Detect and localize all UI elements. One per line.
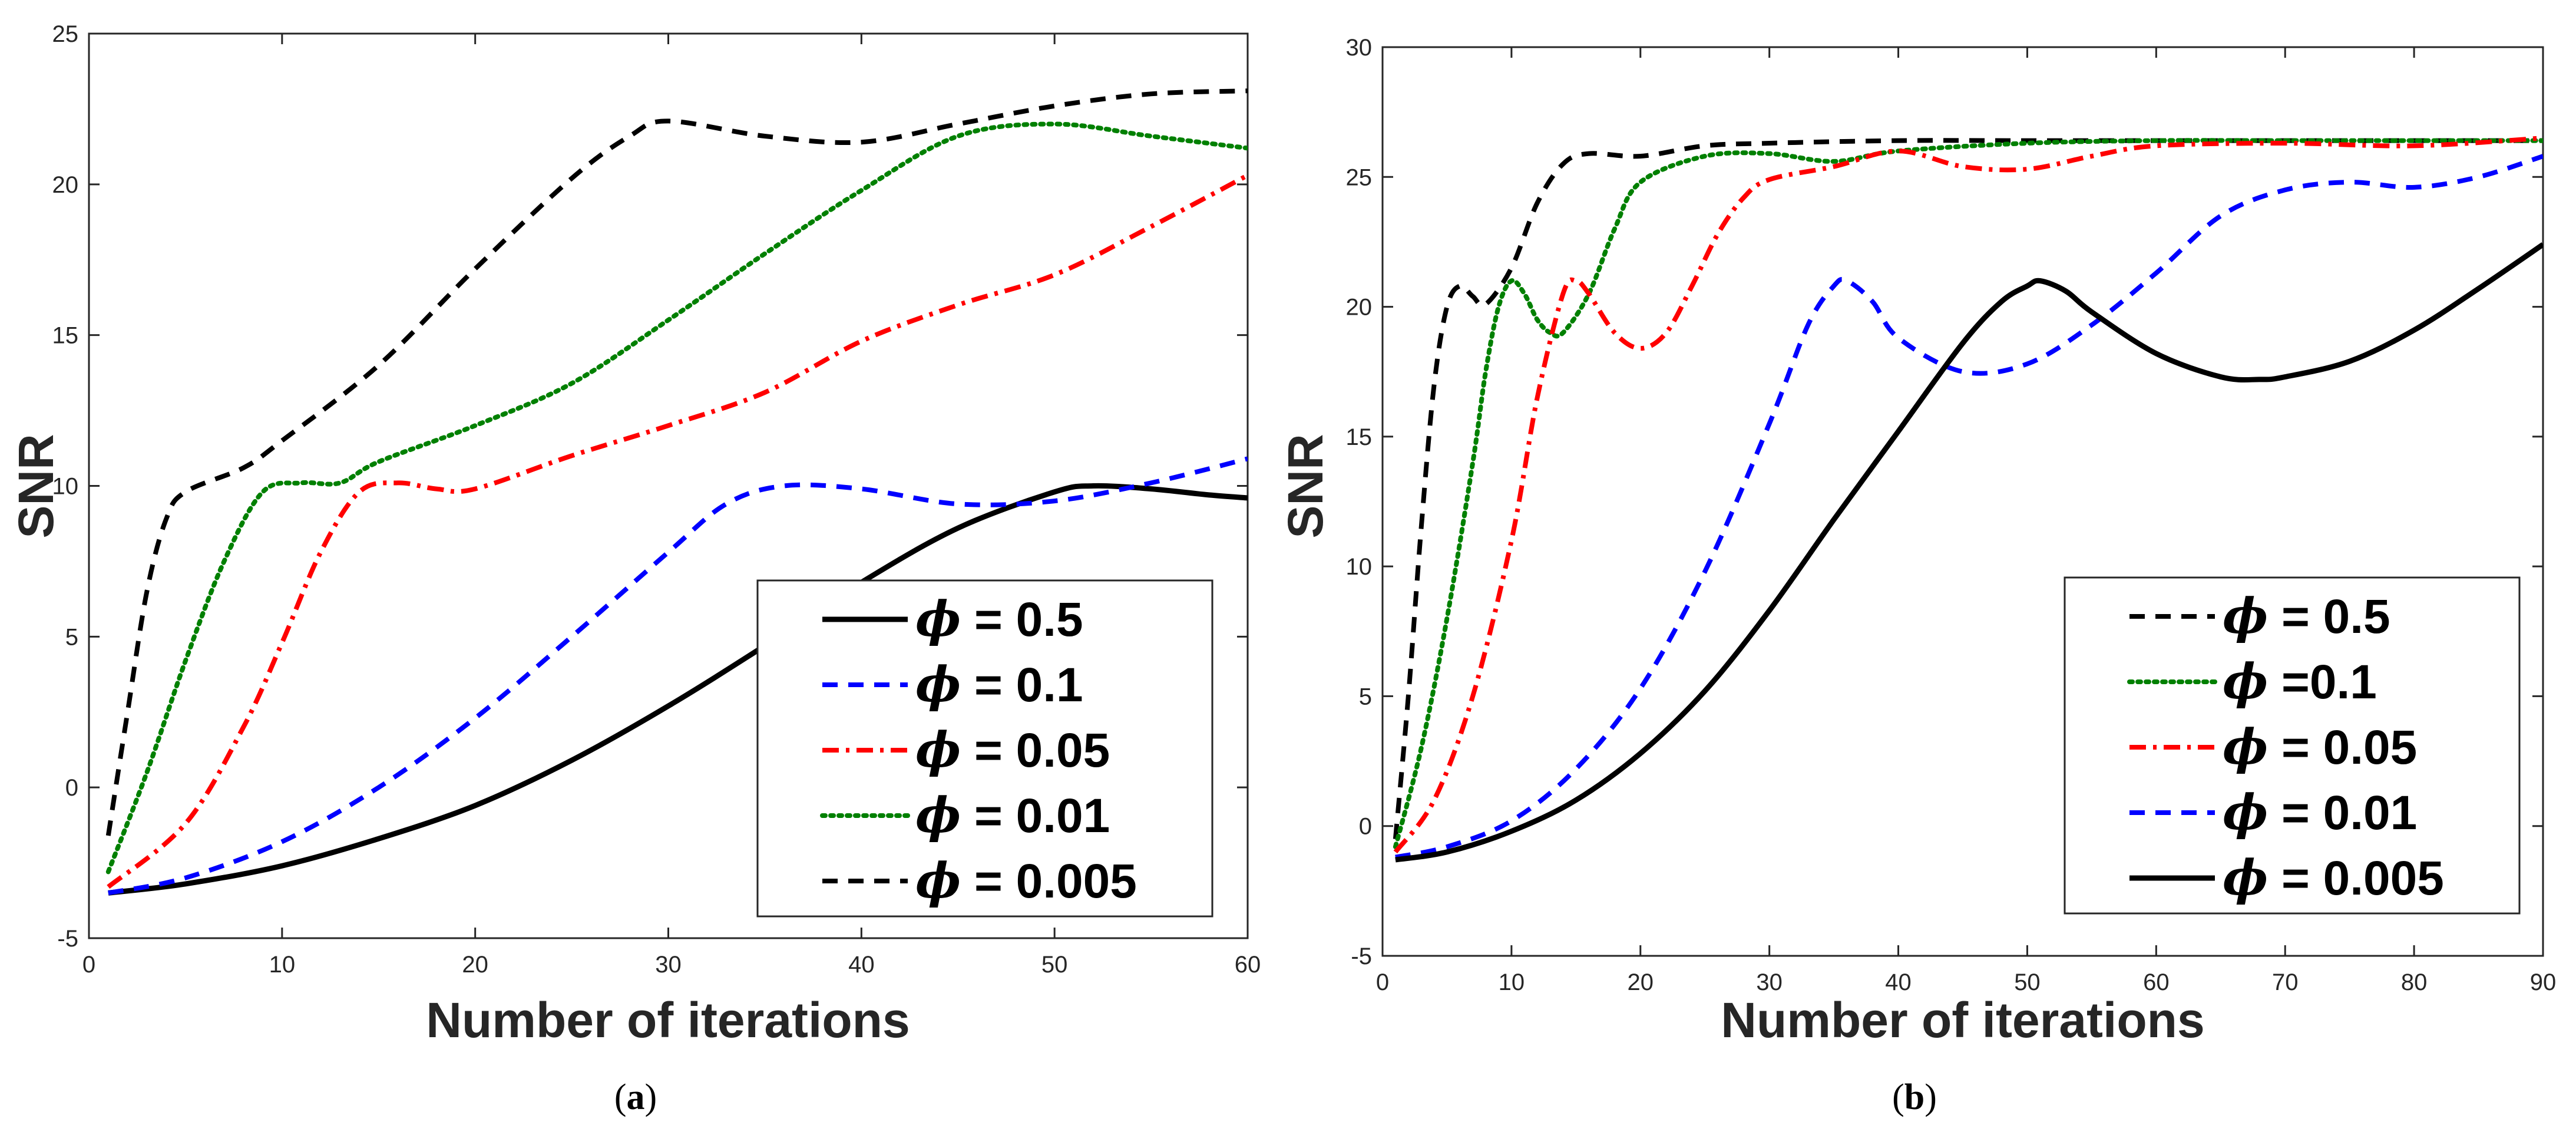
legend-a: ϕ = 0.5 ϕ = 0.1 ϕ = 0.05 ϕ = 0.01 ϕ = 0.005 [756,579,1213,918]
x-tick-label: 10 [269,952,296,978]
legend-label: ϕ = 0.1 [915,656,1083,713]
series-line-4 [105,121,1248,875]
legend-label: ϕ =0.1 [2223,654,2377,710]
x-tick-label: 40 [848,952,875,978]
y-tick-label: 10 [1346,554,1373,580]
legend-entry-3: ϕ = 0.05 [2129,719,2417,776]
legend-entry-5: ϕ = 0.005 [822,853,1137,909]
x-tick-label: 20 [462,952,488,978]
series-group-b [1393,136,2543,863]
series-line-5 [1395,242,2543,863]
x-axis-title-a: Number of iterations [426,992,910,1048]
x-tick-label: 0 [1376,969,1389,995]
y-tick-label: 0 [1359,814,1372,840]
y-tick-label: 10 [52,474,79,500]
y-axis-title-a: SNR [8,434,64,538]
y-tick-label: 25 [52,21,79,47]
y-tick-label: 20 [1346,295,1373,321]
x-tick-label: 10 [1499,969,1525,995]
series-line-2 [1393,138,2543,849]
legend-label: ϕ = 0.01 [915,787,1110,844]
legend-label: ϕ = 0.5 [915,591,1083,648]
legend-entry-4: ϕ = 0.01 [2129,784,2417,841]
series-line-5 [105,88,1248,836]
legend-label: ϕ = 0.01 [2223,784,2417,841]
series-group-a [105,88,1248,896]
y-tick-label: 15 [1346,424,1373,450]
caption-a: (a) [614,1077,657,1117]
legend-label: ϕ = 0.05 [2223,719,2417,776]
y-tick-label: -5 [1351,943,1372,969]
y-tick-label: 30 [1346,35,1373,61]
series-line-3 [107,173,1248,889]
y-tick-label: 25 [1346,164,1373,190]
x-tick-label: 30 [655,952,682,978]
series-line-3 [1393,136,2543,854]
series-line-4 [1395,154,2543,860]
caption-b: (b) [1892,1077,1937,1117]
x-axis-title-b: Number of iterations [1721,992,2204,1048]
legend-entry-5: ϕ = 0.005 [2129,850,2444,906]
legend-label: ϕ = 0.005 [915,853,1137,909]
y-tick-label: 5 [1359,684,1372,710]
x-tick-label: 60 [2143,969,2170,995]
x-tick-label: 90 [2530,969,2557,995]
legend-entry-1: ϕ = 0.5 [822,591,1083,648]
caption-label-b: b [1904,1077,1924,1117]
y-tick-label: -5 [57,926,78,952]
x-tick-label: 50 [2014,969,2041,995]
series-line-1 [108,483,1248,896]
x-tick-label: 60 [1235,952,1261,978]
legend-entry-4: ϕ = 0.01 [820,787,1110,844]
legend-b: ϕ = 0.5 ϕ =0.1 ϕ = 0.05 ϕ = 0.01 ϕ = 0.005 [2064,576,2521,915]
legend-label: ϕ = 0.5 [2223,588,2390,645]
y-tick-label: 0 [65,775,78,801]
y-tick-label: 20 [52,172,79,198]
caption-label-a: a [627,1077,645,1117]
x-tick-label: 50 [1041,952,1068,978]
series-line-2 [108,456,1248,896]
legend-entry-2: ϕ = 0.1 [822,656,1083,713]
y-tick-label: 15 [52,323,79,349]
x-tick-label: 40 [1885,969,1912,995]
y-tick-label: 5 [65,624,78,650]
legend-label: ϕ = 0.005 [2223,850,2444,906]
legend-entry-3: ϕ = 0.05 [822,722,1110,778]
legend-entry-2: ϕ =0.1 [2127,654,2377,710]
y-axis-title-b: SNR [1278,434,1333,538]
x-tick-label: 80 [2401,969,2428,995]
x-tick-label: 0 [82,952,95,978]
x-tick-label: 70 [2272,969,2299,995]
x-tick-label: 30 [1756,969,1783,995]
x-tick-label: 20 [1628,969,1654,995]
legend-label: ϕ = 0.05 [915,722,1110,778]
legend-entry-1: ϕ = 0.5 [2129,588,2390,645]
